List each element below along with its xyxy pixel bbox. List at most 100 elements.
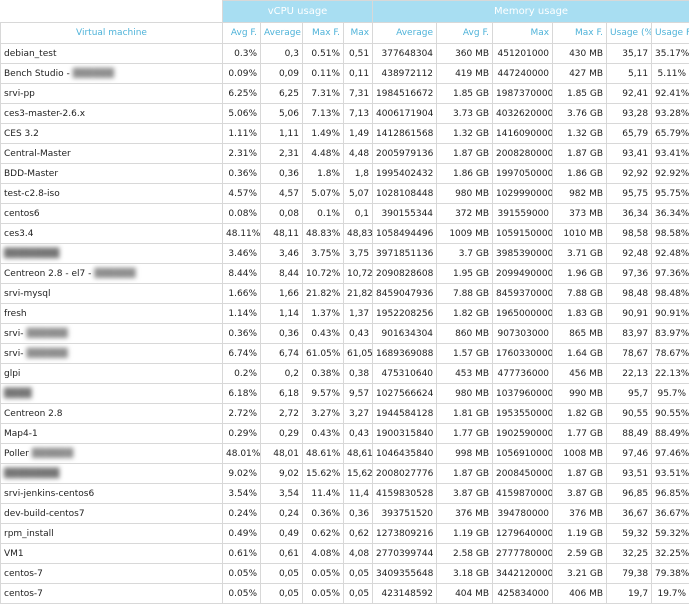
cell: 1902590000 (493, 424, 553, 444)
cell: 0.08% (223, 204, 261, 224)
cell: 1,8 (344, 164, 373, 184)
cell-value: 0,36 (279, 329, 299, 339)
cell: 1,49 (344, 124, 373, 144)
cell: 456 MB (553, 364, 607, 384)
cell-value: 3985390000 (496, 249, 553, 259)
cell-value: 5,07 (349, 189, 369, 199)
cell-value: 6.74% (228, 349, 257, 359)
cell: 907303000 (493, 324, 553, 344)
cell-value: 4,08 (349, 549, 369, 559)
cell-value: 3.46% (228, 249, 257, 259)
cell-value: 1046435840 (376, 449, 433, 459)
cell: 4.08% (303, 544, 344, 564)
cell-value: 2.59 GB (567, 549, 603, 559)
cell-value: 2.31% (228, 149, 257, 159)
cell-value: 97.36% (655, 269, 689, 279)
cell-value: 1,11 (279, 129, 299, 139)
cell: 1412861568 (373, 124, 437, 144)
cell: Centreon 2.8 (1, 404, 223, 424)
cell: 0,11 (344, 64, 373, 84)
cell: 393751520 (373, 504, 437, 524)
cell-value: 1412861568 (376, 129, 433, 139)
cell-value: 8,44 (279, 269, 299, 279)
cell: 3985390000 (493, 244, 553, 264)
cell-value: 1028108448 (376, 189, 433, 199)
cell-value: 1.37% (311, 309, 340, 319)
cell-value: 1953550000 (496, 409, 553, 419)
cell-value: 0,62 (349, 529, 369, 539)
cell: 901634304 (373, 324, 437, 344)
cell: 1.96 GB (553, 264, 607, 284)
cell: 2770399744 (373, 544, 437, 564)
cell-value: 0.29% (228, 429, 257, 439)
cell-value: 5.06% (228, 109, 257, 119)
cell: 6.25% (223, 84, 261, 104)
cell: 1.77 GB (437, 424, 493, 444)
cell: 0,36 (344, 504, 373, 524)
cell-value: 97,46 (622, 449, 648, 459)
cell-value: 0,3 (285, 49, 299, 59)
cell-value: 0,05 (349, 589, 369, 599)
cell: 22,13 (607, 364, 652, 384)
cell: 4,57 (261, 184, 303, 204)
cell: 865 MB (553, 324, 607, 344)
cell-value: 35,17 (622, 49, 648, 59)
cell: 1953550000 (493, 404, 553, 424)
cell: ces3-master-2.6.x (1, 104, 223, 124)
cell-value: 4.08% (311, 549, 340, 559)
cell: 36,34 (607, 204, 652, 224)
cell-value: 6,25 (279, 89, 299, 99)
cell: 0,62 (344, 524, 373, 544)
cell: glpi (1, 364, 223, 384)
cell: 5.07% (303, 184, 344, 204)
cell-value: 4,48 (349, 149, 369, 159)
cell-value: 9.02% (228, 469, 257, 479)
cell: 1008 MB (553, 444, 607, 464)
cell: 0.24% (223, 504, 261, 524)
cell-value: 372 MB (455, 209, 489, 219)
cell-value: 48,01 (273, 449, 299, 459)
cell-value: 4159830528 (376, 489, 433, 499)
cell-value: 0.36% (228, 329, 257, 339)
cell: 1046435840 (373, 444, 437, 464)
cell: 7.13% (303, 104, 344, 124)
cell-value: 0,43 (349, 429, 369, 439)
cell: 90,91 (607, 304, 652, 324)
cell-value: 1.96 GB (567, 269, 603, 279)
cell-value: 1.66% (228, 289, 257, 299)
cell-value: 3.54% (228, 489, 257, 499)
vm-name: test-c2.8-iso (4, 189, 60, 199)
cell: 0.05% (223, 564, 261, 584)
cell-value: 2,31 (279, 149, 299, 159)
cell: 376 MB (437, 504, 493, 524)
cell-value: 0.2% (234, 369, 257, 379)
cell: 48,11 (261, 224, 303, 244)
cell: 0.29% (223, 424, 261, 444)
cell: 5,07 (344, 184, 373, 204)
vm-name: CES 3.2 (4, 129, 39, 139)
cell-value: 1.11% (228, 129, 257, 139)
cell-value: 1,37 (349, 309, 369, 319)
cell-value: 8459370000 (496, 289, 553, 299)
cell-value: 10.72% (306, 269, 340, 279)
cell-value: 2099490000 (496, 269, 553, 279)
cell-value: 2770399744 (376, 549, 433, 559)
cell: 1965000000 (493, 304, 553, 324)
cell-value: 79,38 (622, 569, 648, 579)
cell-value: 79.38% (655, 569, 689, 579)
cell: 0,08 (261, 204, 303, 224)
cell: 6,25 (261, 84, 303, 104)
vm-name: srvi- (4, 349, 23, 359)
cell-value: 95,7 (628, 389, 648, 399)
cell-value: 0.05% (311, 589, 340, 599)
cell-value: 0.38% (311, 369, 340, 379)
cell: 1952208256 (373, 304, 437, 324)
cell: 92.41% (652, 84, 689, 104)
cell-value: 3409355648 (376, 569, 433, 579)
cell-value: 7.88 GB (567, 289, 603, 299)
cell-value: 1056910000 (496, 449, 553, 459)
